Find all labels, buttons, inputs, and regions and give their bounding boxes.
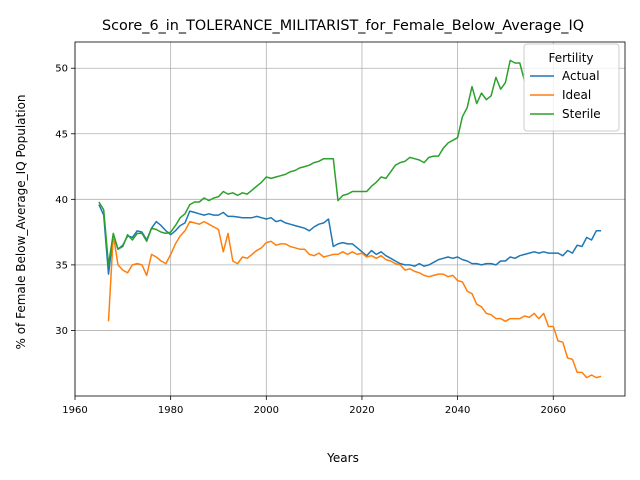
legend-box	[523, 43, 620, 132]
legend-title: Fertility	[548, 51, 593, 65]
series-line-ideal	[107, 220, 602, 379]
y-tick-label: 35	[55, 260, 68, 271]
x-axis-ticks: 1960 1980 2000 2020 2040 2060	[62, 396, 566, 416]
legend-label-ideal: Ideal	[562, 88, 591, 102]
legend-label-sterile: Sterile	[562, 107, 601, 121]
x-tick-label: 2000	[254, 405, 279, 416]
y-axis-label: % of Female Below_Average_IQ Population	[14, 94, 28, 349]
series-line-sterile	[98, 59, 526, 266]
legend-label-actual: Actual	[562, 69, 600, 83]
y-axis-ticks: 30 35 40 45 50	[55, 64, 75, 337]
x-tick-label: 1980	[158, 405, 183, 416]
plot-frame	[74, 41, 626, 397]
y-tick-label: 40	[55, 195, 68, 206]
x-tick-label: 2040	[445, 405, 470, 416]
x-tick-label: 1960	[62, 405, 87, 416]
y-tick-label: 30	[55, 326, 68, 337]
y-tick-label: 45	[55, 129, 68, 140]
chart-title: Score_6_in_TOLERANCE_MILITARIST_for_Fema…	[102, 18, 584, 34]
series-line-actual	[98, 204, 602, 275]
series-lines	[98, 59, 602, 379]
x-axis-label: Years	[326, 451, 359, 465]
x-tick-label: 2020	[349, 405, 374, 416]
x-tick-label: 2060	[541, 405, 566, 416]
legend: Fertility Actual Ideal Sterile	[523, 43, 620, 132]
y-tick-label: 50	[55, 64, 68, 75]
